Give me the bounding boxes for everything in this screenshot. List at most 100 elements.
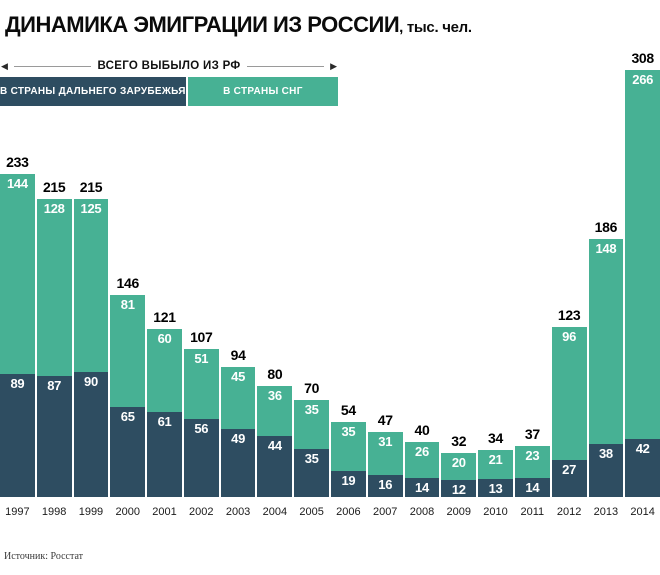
cis-value-label: 45	[231, 368, 246, 384]
bar-column-2014: 308 266 42	[625, 50, 660, 497]
far-abroad-value-label: 38	[598, 446, 613, 462]
cis-segment: 35	[331, 422, 366, 471]
cis-value-label: 21	[488, 451, 503, 467]
legend-item-far-abroad-label: В СТРАНЫ ДАЛЬНЕГО ЗАРУБЕЖЬЯ	[0, 86, 186, 97]
bar-column-2013: 186 148 38	[588, 219, 624, 497]
legend-item-cis-label: В СТРАНЫ СНГ	[223, 86, 303, 97]
bar-column-2003: 94 45 49	[220, 346, 256, 497]
page-title-main: ДИНАМИКА ЭМИГРАЦИИ ИЗ РОССИИ	[5, 12, 400, 37]
bar-column-1999: 215 125 90	[73, 178, 109, 497]
far-abroad-value-label: 49	[231, 431, 246, 447]
cis-segment: 31	[367, 431, 403, 475]
bar-column-2000: 146 81 65	[110, 274, 146, 497]
cis-value-label: 128	[43, 200, 65, 216]
far-abroad-segment: 12	[441, 480, 477, 497]
year-label: 2011	[520, 506, 545, 518]
cis-value-label: 31	[378, 433, 393, 449]
legend-item-far-abroad: В СТРАНЫ ДАЛЬНЕГО ЗАРУБЕЖЬЯ	[0, 77, 186, 106]
year-label: 1999	[78, 506, 104, 518]
cis-segment: 81	[110, 294, 146, 407]
bar-total-label: 40	[414, 421, 430, 438]
far-abroad-value-label: 35	[304, 450, 319, 466]
cis-value-label: 35	[341, 424, 356, 440]
far-abroad-value-label: 61	[157, 414, 172, 430]
bar-column-2005: 70 35 35	[294, 380, 330, 497]
far-abroad-value-label: 27	[562, 461, 577, 477]
bar-total-label: 80	[267, 366, 283, 383]
page-title-suffix: , тыс. чел.	[399, 19, 472, 36]
bar-total-label: 123	[557, 306, 581, 323]
cis-value-label: 23	[525, 447, 540, 463]
bar-column-2001: 121 60 61	[147, 309, 182, 497]
cis-segment: 36	[257, 386, 293, 436]
far-abroad-value-label: 89	[10, 375, 25, 391]
year-label: 2000	[115, 506, 140, 518]
cis-value-label: 51	[194, 350, 209, 366]
bar-total-label: 308	[631, 50, 654, 67]
bars: 233 144 89 215 128 87 215 125 90 146 81 65 121 60 61 10…	[0, 50, 660, 497]
arrow-left-icon: ◀	[1, 60, 8, 71]
far-abroad-segment: 49	[220, 429, 256, 497]
far-abroad-segment: 56	[183, 419, 219, 497]
bar-total-label: 94	[230, 346, 246, 363]
bar-column-2004: 80 36 44	[257, 366, 293, 497]
year-label: 2006	[336, 506, 361, 518]
legend-total-label: ВСЕГО ВЫБЫЛО ИЗ РФ	[97, 60, 241, 72]
year-label: 2001	[152, 506, 177, 518]
year-label: 2002	[189, 506, 214, 518]
far-abroad-segment: 89	[0, 373, 35, 497]
far-abroad-segment: 13	[478, 479, 513, 497]
far-abroad-segment: 65	[110, 406, 146, 497]
year-label: 2010	[483, 506, 508, 518]
bar-total-label: 233	[6, 154, 29, 171]
bar-total-label: 215	[42, 178, 66, 195]
arrow-line-left	[13, 65, 92, 67]
year-axis: 1997 1998 1999 2000 2001 2002 2003 2004 2005 2006…	[0, 506, 660, 518]
year-label: 2004	[262, 506, 288, 518]
bar-total-label: 47	[377, 411, 393, 428]
bar-total-label: 215	[79, 178, 103, 195]
cis-value-label: 35	[304, 402, 319, 417]
cis-value-label: 144	[6, 176, 28, 192]
bar-total-label: 54	[340, 402, 356, 419]
arrow-right-icon: ▶	[330, 60, 338, 71]
cis-segment: 45	[220, 366, 256, 430]
bar-total-label: 121	[153, 309, 176, 326]
bar-column-2002: 107 51 56	[183, 328, 219, 497]
cis-segment: 144	[0, 174, 35, 374]
year-label: 2003	[225, 506, 251, 518]
cis-segment: 23	[514, 445, 550, 478]
cis-value-label: 266	[632, 72, 654, 88]
bar-column-2006: 54 35 19	[331, 402, 366, 497]
cis-value-label: 96	[562, 328, 577, 344]
bar-column-2008: 40 26 14	[404, 421, 440, 497]
far-abroad-value-label: 14	[415, 479, 429, 495]
cis-segment: 148	[588, 239, 624, 445]
far-abroad-segment: 19	[331, 470, 366, 497]
bar-total-label: 32	[451, 432, 467, 449]
cis-segment: 21	[478, 449, 513, 479]
far-abroad-value-label: 42	[635, 440, 650, 456]
far-abroad-segment: 35	[294, 448, 330, 497]
bar-total-label: 37	[524, 425, 540, 442]
cis-value-label: 148	[595, 241, 617, 257]
cis-segment: 266	[625, 70, 660, 439]
arrow-line-right	[246, 65, 325, 67]
far-abroad-segment: 16	[367, 474, 403, 497]
year-label: 1998	[41, 506, 67, 518]
cis-segment: 128	[36, 198, 72, 377]
far-abroad-segment: 14	[514, 477, 550, 497]
cis-value-label: 36	[267, 388, 282, 404]
bar-column-1998: 215 128 87	[36, 178, 72, 497]
year-label: 2012	[556, 506, 582, 518]
far-abroad-value-label: 16	[378, 476, 393, 492]
cis-segment: 51	[183, 348, 219, 420]
bar-total-label: 146	[116, 274, 140, 291]
page-title: ДИНАМИКА ЭМИГРАЦИИ ИЗ РОССИИ, тыс. чел.	[5, 3, 472, 40]
bar-total-label: 107	[190, 328, 213, 345]
source-note: Источник: Росстат	[4, 551, 83, 562]
far-abroad-segment: 87	[36, 376, 72, 497]
far-abroad-value-label: 14	[525, 479, 540, 495]
cis-value-label: 81	[120, 296, 135, 312]
far-abroad-segment: 14	[404, 477, 440, 497]
